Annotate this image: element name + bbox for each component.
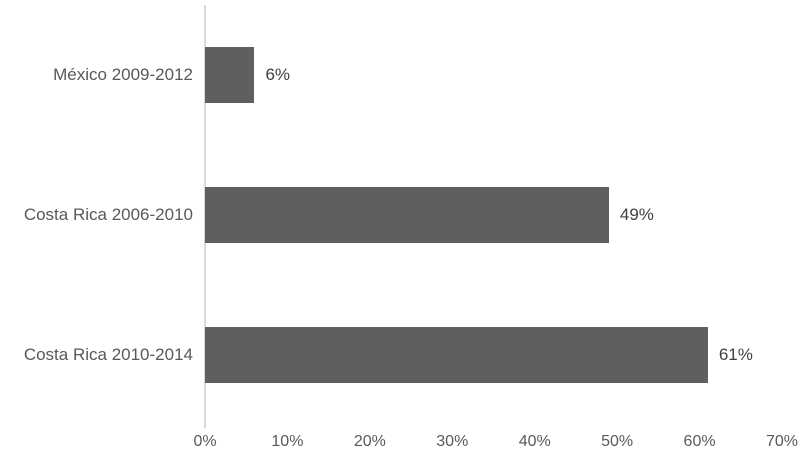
value-label: 49%: [619, 205, 654, 224]
x-tick-label: 70%: [765, 433, 799, 450]
value-label: 6%: [265, 65, 291, 84]
value-label: 61%: [718, 345, 753, 364]
x-tick-label: 20%: [353, 433, 386, 450]
category-label: Costa Rica 2010-2014: [23, 345, 193, 364]
bar: [205, 47, 255, 103]
x-tick-label: 60%: [683, 433, 716, 450]
category-label: Costa Rica 2006-2010: [23, 205, 193, 224]
x-tick-label: 0%: [193, 433, 217, 450]
category-label: México 2009-2012: [53, 65, 193, 84]
bar: [205, 187, 609, 243]
x-tick-label: 40%: [518, 433, 551, 450]
x-tick-label: 30%: [436, 433, 469, 450]
x-tick-label: 10%: [271, 433, 304, 450]
bar: [205, 327, 708, 383]
x-tick-label: 50%: [601, 433, 634, 450]
